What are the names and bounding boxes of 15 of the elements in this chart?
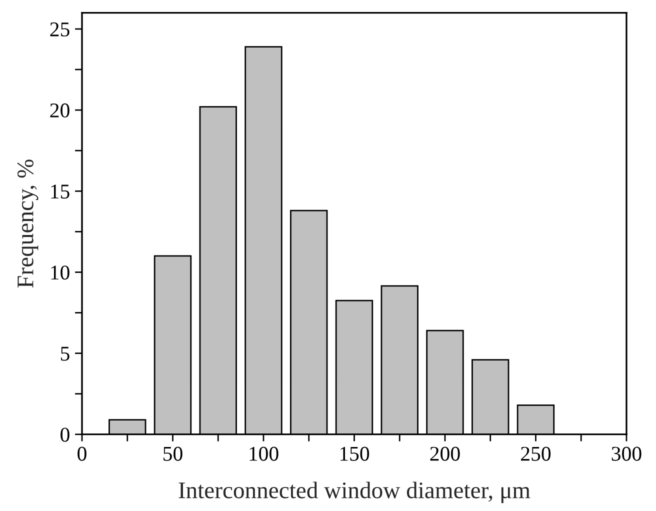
x-tick-label: 300	[612, 446, 642, 461]
y-tick-label: 20	[50, 103, 70, 118]
x-tick-label: 250	[521, 446, 551, 461]
y-axis-title: Frequency, %	[17, 160, 38, 288]
x-tick-label: 100	[250, 446, 278, 461]
x-tick-label: 150	[340, 446, 370, 461]
y-tick-label: 10	[51, 266, 70, 280]
y-tick-label: 5	[60, 346, 70, 361]
y-tick-label: 25	[50, 22, 70, 36]
x-axis-title: Interconnected window diameter, μm	[178, 482, 530, 504]
x-tick-label: 50	[164, 446, 182, 461]
y-tick-label: 0	[60, 428, 70, 442]
x-tick-label: 200	[430, 446, 460, 461]
y-tick-label: 15	[51, 184, 70, 199]
x-tick-label: 0	[78, 446, 86, 461]
